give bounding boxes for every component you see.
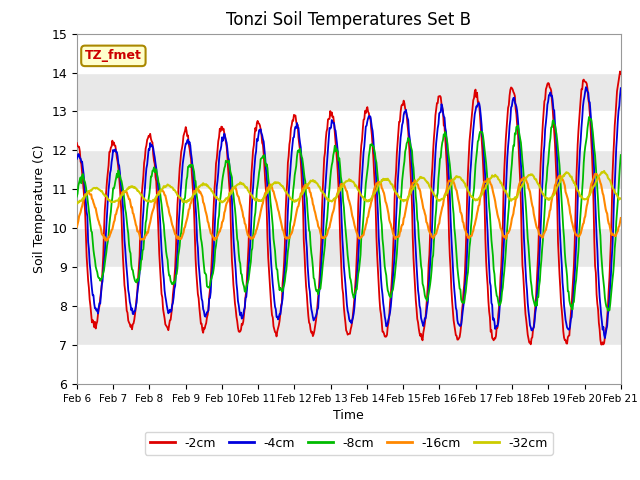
Bar <box>77 150 621 189</box>
Bar <box>77 189 621 228</box>
Bar <box>77 345 621 384</box>
Bar <box>77 306 621 345</box>
Legend: -2cm, -4cm, -8cm, -16cm, -32cm: -2cm, -4cm, -8cm, -16cm, -32cm <box>145 432 553 455</box>
Bar <box>77 228 621 267</box>
Title: Tonzi Soil Temperatures Set B: Tonzi Soil Temperatures Set B <box>227 11 471 29</box>
Y-axis label: Soil Temperature (C): Soil Temperature (C) <box>33 144 45 273</box>
Bar <box>77 111 621 150</box>
X-axis label: Time: Time <box>333 409 364 422</box>
Text: TZ_fmet: TZ_fmet <box>85 49 142 62</box>
Bar <box>77 72 621 111</box>
Bar <box>77 267 621 306</box>
Bar <box>77 34 621 72</box>
